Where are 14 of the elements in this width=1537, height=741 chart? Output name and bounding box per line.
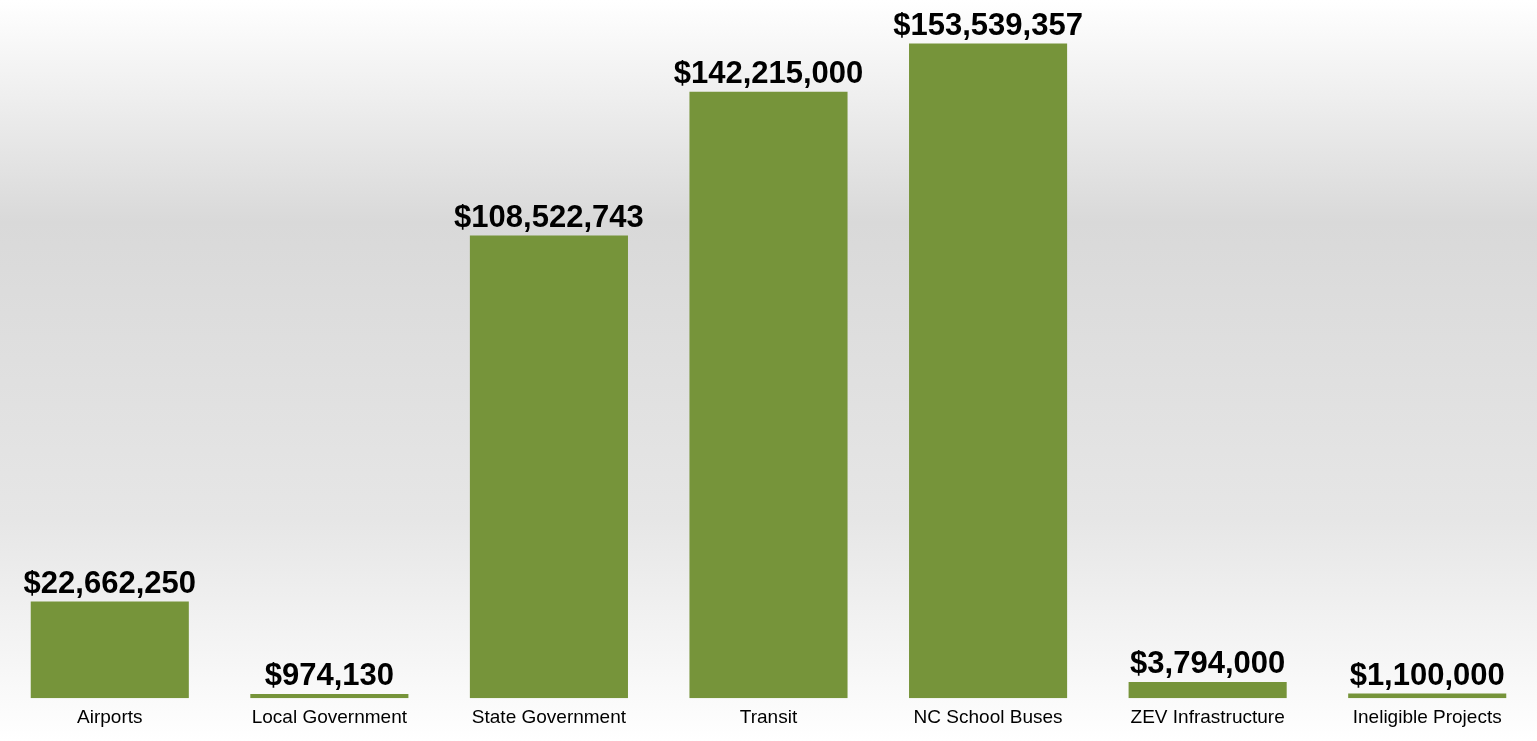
data-label: $3,794,000	[1130, 645, 1286, 681]
x-tick-label: Transit	[739, 705, 798, 727]
data-label: $142,215,000	[673, 54, 864, 90]
x-tick-label: Ineligible Projects	[1352, 705, 1502, 727]
x-tick-label: ZEV Infrastructure	[1130, 705, 1285, 727]
x-tick-label: NC School Buses	[913, 705, 1063, 727]
data-label: $22,662,250	[23, 564, 196, 600]
x-tick-label: Local Government	[251, 705, 408, 727]
x-tick-label: State Government	[471, 705, 627, 727]
data-label: $974,130	[264, 657, 395, 693]
data-label: $153,539,357	[893, 6, 1083, 42]
x-tick-label: Airports	[77, 705, 143, 727]
data-label: $1,100,000	[1349, 656, 1505, 692]
data-label: $108,522,743	[454, 198, 644, 234]
